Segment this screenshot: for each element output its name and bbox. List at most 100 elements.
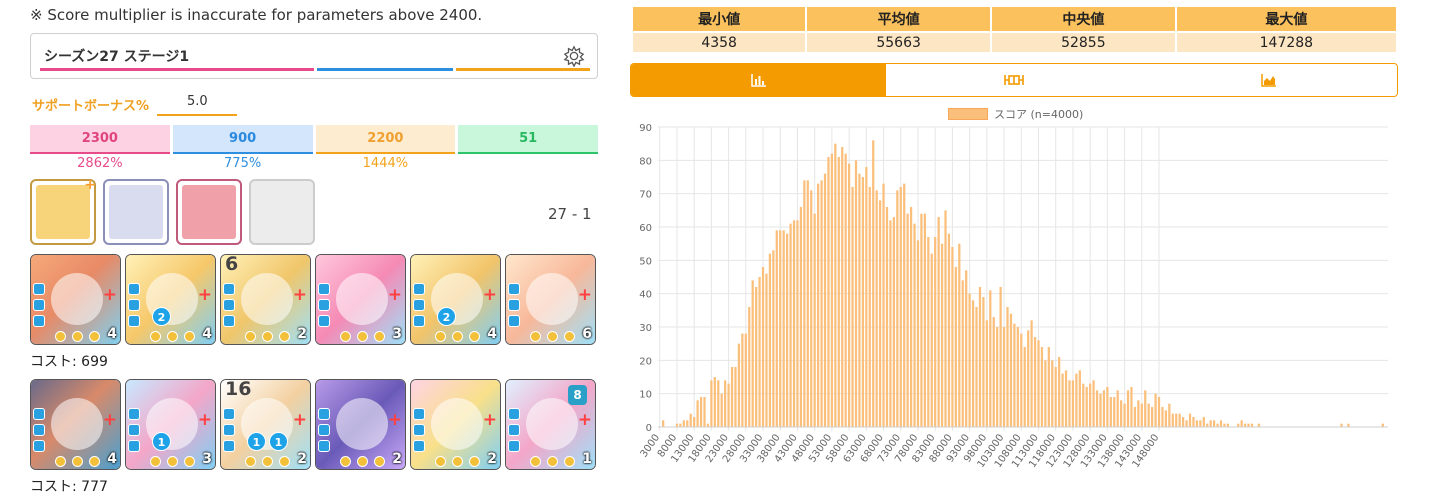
support-card[interactable]: +2 4: [410, 254, 501, 345]
card-attribute-icons: [530, 331, 575, 342]
histogram-bar: [1147, 403, 1150, 427]
empty-item-slot[interactable]: [249, 179, 315, 245]
param-stamina-value[interactable]: 51: [458, 125, 598, 154]
param-visual-value[interactable]: 2200: [315, 125, 456, 154]
param-dance-value[interactable]: 900: [172, 125, 313, 154]
histogram-bar: [1092, 380, 1095, 427]
param-vocal-value[interactable]: 2300: [30, 125, 170, 154]
card-level-label: 4: [107, 451, 117, 467]
support-card[interactable]: 8 +1: [505, 379, 596, 470]
legend-swatch: [948, 108, 988, 120]
histogram-bar: [775, 230, 778, 427]
histogram-bar: [1006, 307, 1009, 427]
histogram-bar: [1130, 387, 1133, 427]
support-card[interactable]: +2 4: [125, 254, 216, 345]
stat-header-max: 最大値: [1176, 7, 1396, 31]
y-tick-label: 30: [639, 323, 652, 334]
attribute-icon: [564, 456, 575, 467]
p-item-slot[interactable]: [103, 179, 169, 245]
stat-value-median: 52855: [992, 31, 1175, 52]
histogram-bar: [1175, 413, 1178, 427]
histogram-bar: [1116, 390, 1119, 427]
param-visual[interactable]: 2200 1444%: [315, 125, 456, 171]
card-plus-icon: +: [387, 285, 402, 305]
histogram-bar: [782, 230, 785, 427]
histogram-bar: [744, 333, 747, 427]
card-art-frame: [431, 398, 483, 450]
support-card[interactable]: 16 +1 1 2: [220, 379, 311, 470]
skill-icon: [318, 283, 330, 295]
support-card[interactable]: +1 3: [125, 379, 216, 470]
histogram-bar: [1161, 407, 1164, 427]
card-attribute-icons: [340, 331, 385, 342]
p-item-slot[interactable]: +: [30, 177, 96, 245]
histogram-bar: [996, 327, 999, 427]
skill-icon: [128, 408, 140, 420]
support-card[interactable]: +2: [315, 379, 406, 470]
attribute-icon: [262, 456, 273, 467]
attribute-icon: [167, 456, 178, 467]
tab-area[interactable]: [1142, 64, 1397, 96]
card-art-frame: [336, 273, 388, 325]
support-card[interactable]: +4: [30, 379, 121, 470]
param-dance[interactable]: 900 775%: [172, 125, 313, 171]
attribute-icon: [55, 331, 66, 342]
histogram-bar: [1171, 413, 1174, 427]
gear-icon[interactable]: [563, 45, 585, 67]
histogram-bar: [765, 273, 768, 427]
support-bonus-input[interactable]: 5.0: [157, 90, 237, 116]
histogram-bar: [796, 220, 799, 427]
skill-icon: [413, 440, 425, 452]
card-plus-icon: +: [292, 410, 307, 430]
attribute-icon: [357, 331, 368, 342]
histogram-bar: [758, 277, 761, 427]
y-tick-label: 90: [639, 123, 652, 134]
skill-icon: [318, 315, 330, 327]
chart-legend[interactable]: スコア (n=4000): [948, 106, 1083, 122]
skill-icon: [33, 283, 45, 295]
support-card[interactable]: +6: [505, 254, 596, 345]
stage-selector[interactable]: シーズン27 ステージ1: [30, 33, 598, 79]
card-plus-icon: +: [482, 410, 497, 430]
y-tick-label: 50: [639, 256, 652, 267]
golden-baton-icon: [36, 185, 90, 239]
card-art-frame: [526, 273, 578, 325]
stat-header-mean: 平均値: [807, 7, 990, 31]
histogram-bar: [978, 287, 982, 427]
card-attribute-icons: [55, 331, 100, 342]
attribute-icon: [89, 331, 100, 342]
card-skill-icons: [223, 408, 235, 452]
param-stamina[interactable]: 51: [458, 125, 598, 171]
p-item-slot[interactable]: [176, 179, 242, 245]
area-chart-icon: [1261, 74, 1277, 87]
card-level-label: 2: [392, 451, 402, 467]
support-card[interactable]: 6 +2: [220, 254, 311, 345]
score-histogram-chart: 0102030405060708090300080001300018000230…: [639, 123, 1388, 470]
attribute-icon: [150, 331, 161, 342]
tab-histogram[interactable]: [631, 64, 887, 96]
attribute-icon: [279, 331, 290, 342]
histogram-bar: [906, 213, 909, 427]
histogram-bar: [710, 380, 713, 427]
histogram-bar: [810, 190, 813, 427]
histogram-bar: [806, 180, 809, 427]
histogram-bar: [909, 207, 913, 427]
skill-icon: [128, 299, 140, 311]
histogram-bar: [755, 287, 758, 427]
support-bonus-label: サポートボーナス%: [32, 99, 150, 114]
histogram-bar: [1240, 420, 1243, 427]
support-card[interactable]: +2: [410, 379, 501, 470]
param-vocal[interactable]: 2300 2862%: [30, 125, 170, 171]
support-card[interactable]: +3: [315, 254, 406, 345]
histogram-bar: [1140, 403, 1143, 427]
attribute-icon: [564, 331, 575, 342]
attribute-icon: [357, 456, 368, 467]
histogram-bar: [899, 187, 902, 427]
tab-boxplot[interactable]: [886, 64, 1141, 96]
framed-portrait-icon: [109, 185, 163, 239]
skill-icon: [318, 408, 330, 420]
histogram-bar: [1247, 423, 1250, 427]
support-card[interactable]: +4: [30, 254, 121, 345]
histogram-bar: [916, 240, 920, 427]
